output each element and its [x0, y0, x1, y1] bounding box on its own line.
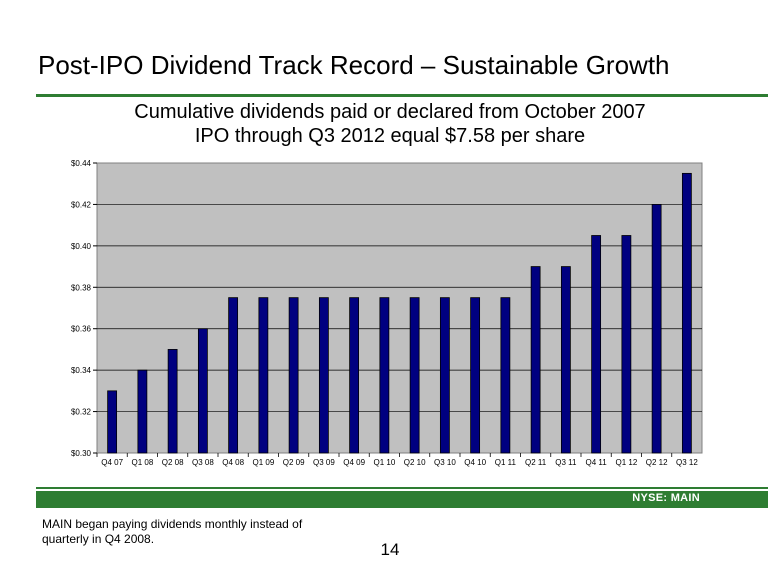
- footer-divider: [36, 487, 768, 489]
- subtitle-line-1: Cumulative dividends paid or declared fr…: [134, 101, 646, 123]
- bar: [591, 235, 602, 454]
- footnote: MAIN began paying dividends monthly inst…: [42, 517, 303, 546]
- bar: [470, 297, 481, 454]
- x-tick-label: Q3 09: [313, 458, 335, 467]
- x-tick-label: Q4 10: [464, 458, 486, 467]
- bar: [318, 297, 329, 454]
- y-tick-label: $0.40: [71, 242, 92, 251]
- bar: [197, 328, 208, 454]
- x-tick-label: Q3 10: [434, 458, 456, 467]
- bar: [621, 235, 632, 454]
- x-tick-label: Q1 09: [252, 458, 274, 467]
- ticker-label: NYSE: MAIN: [632, 492, 700, 504]
- x-tick-label: Q1 08: [131, 458, 153, 467]
- bar: [560, 266, 571, 454]
- bar: [681, 172, 692, 454]
- y-tick-label: $0.44: [71, 159, 92, 168]
- x-tick-label: Q2 11: [525, 458, 547, 467]
- x-tick-label: Q2 12: [646, 458, 668, 467]
- x-tick-label: Q4 11: [586, 458, 608, 467]
- y-tick-label: $0.32: [71, 408, 92, 417]
- bar: [379, 297, 390, 454]
- x-tick-label: Q2 08: [162, 458, 184, 467]
- x-tick-label: Q4 09: [343, 458, 365, 467]
- chart-subtitle: Cumulative dividends paid or declared fr…: [0, 100, 780, 148]
- bar: [349, 297, 360, 454]
- x-tick-label: Q1 10: [373, 458, 395, 467]
- bar: [228, 297, 239, 454]
- y-tick-label: $0.34: [71, 366, 92, 375]
- footer-band: NYSE: MAIN: [36, 491, 768, 508]
- y-tick-label: $0.30: [71, 449, 92, 458]
- subtitle-line-2: IPO through Q3 2012 equal $7.58 per shar…: [194, 125, 586, 147]
- x-tick-label: Q1 12: [615, 458, 637, 467]
- bar: [107, 390, 118, 454]
- x-tick-label: Q2 09: [283, 458, 305, 467]
- bar: [258, 297, 269, 454]
- x-tick-label: Q3 12: [676, 458, 698, 467]
- x-tick-label: Q3 08: [192, 458, 214, 467]
- x-tick-label: Q4 08: [222, 458, 244, 467]
- bar: [288, 297, 299, 454]
- title-divider: [36, 94, 768, 97]
- bar: [530, 266, 541, 454]
- x-tick-label: Q2 10: [404, 458, 426, 467]
- bar: [500, 297, 511, 454]
- slide-title: Post-IPO Dividend Track Record – Sustain…: [38, 50, 670, 80]
- y-tick-label: $0.36: [71, 325, 92, 334]
- x-tick-label: Q3 11: [555, 458, 577, 467]
- page-number: 14: [380, 540, 400, 559]
- bar: [409, 297, 420, 454]
- bar: [651, 204, 662, 454]
- plot-area: [96, 162, 703, 454]
- bar: [137, 369, 148, 454]
- y-tick-label: $0.38: [71, 283, 92, 292]
- bar: [167, 349, 178, 454]
- x-tick-label: Q1 11: [495, 458, 517, 467]
- bar: [439, 297, 450, 454]
- x-tick-label: Q4 07: [101, 458, 123, 467]
- dividend-bar-chart: $0.30 $0.32 $0.34 $0.36 $0.38 $0.40 $0.42 $0.44…: [71, 159, 703, 467]
- y-tick-label: $0.42: [71, 200, 92, 209]
